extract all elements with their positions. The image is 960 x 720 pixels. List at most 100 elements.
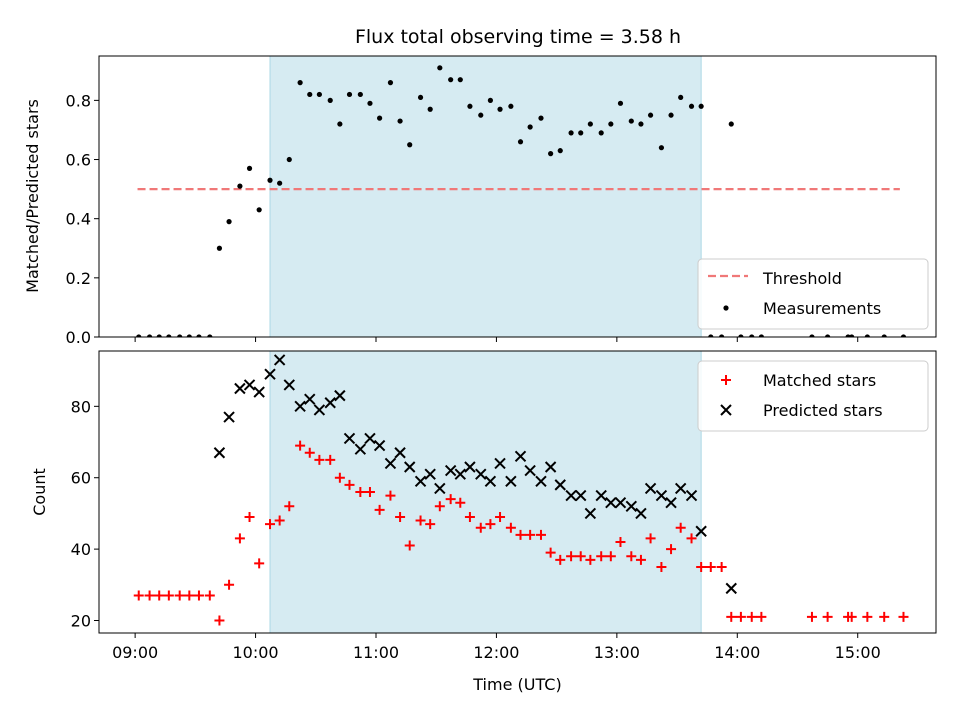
- y-tick-label: 20: [71, 612, 91, 631]
- measurement-point: [628, 118, 634, 124]
- matched-star-point: [434, 501, 445, 512]
- x-tick-label: 12:00: [473, 643, 519, 662]
- predicted-star-point: [354, 443, 367, 455]
- predicted-star-point: [494, 457, 506, 470]
- predicted-star-point: [234, 382, 246, 395]
- y-tick-label: 0.0: [66, 328, 91, 347]
- matched-star-point: [244, 511, 255, 522]
- measurement-point: [568, 130, 574, 136]
- matched-star-point: [626, 551, 637, 562]
- measurement-point: [256, 207, 262, 213]
- matched-star-point: [144, 590, 155, 601]
- measurement-point: [207, 334, 213, 337]
- measurement-point: [397, 118, 403, 124]
- predicted-star-point: [614, 497, 627, 509]
- matched-star-point: [455, 497, 466, 508]
- matched-star-point: [696, 561, 707, 572]
- matched-star-point: [515, 529, 526, 540]
- measurement-point: [237, 183, 243, 189]
- measurement-point: [587, 121, 593, 127]
- measurement-point: [196, 334, 202, 337]
- measurement-point: [457, 77, 463, 83]
- matched-star-point: [425, 519, 436, 530]
- matched-star-point: [234, 533, 245, 544]
- matched-star-point: [555, 554, 566, 565]
- measurement-point: [387, 80, 394, 86]
- x-axis-label: Time (UTC): [472, 675, 561, 694]
- measurement-point: [327, 97, 333, 103]
- matched-star-point: [756, 611, 767, 622]
- matched-star-point: [566, 551, 577, 562]
- matched-star-point: [475, 522, 486, 533]
- matched-star-point: [154, 590, 165, 601]
- measurement-point: [467, 103, 473, 109]
- matched-star-point: [404, 540, 415, 551]
- matched-star-point: [254, 558, 265, 569]
- matched-star-point: [184, 590, 195, 601]
- matched-star-point: [746, 611, 757, 622]
- measurement-point: [437, 65, 443, 71]
- measurement-point: [478, 112, 484, 118]
- legend-predicted-swatch: [720, 404, 732, 416]
- predicted-star-point: [424, 468, 436, 480]
- matched-star-point: [284, 501, 295, 512]
- measurement-point: [367, 100, 373, 106]
- measurement-point: [825, 334, 831, 337]
- matched-star-point: [193, 590, 204, 601]
- y-tick-label: 80: [71, 397, 91, 416]
- matched-star-point: [364, 487, 375, 497]
- chart-title: Flux total observing time = 3.58 h: [355, 26, 681, 48]
- predicted-star-point: [544, 461, 557, 473]
- predicted-star-point: [625, 500, 638, 512]
- matched-star-point: [535, 529, 546, 540]
- predicted-star-point: [635, 507, 647, 520]
- legend-box: [697, 258, 929, 330]
- measurement-point: [608, 121, 614, 127]
- x-tick-label: 14:00: [714, 643, 760, 662]
- measurement-point: [357, 91, 363, 98]
- legend-matched-swatch: [721, 375, 731, 385]
- matched-star-point: [344, 479, 355, 490]
- measurement-point: [377, 115, 383, 121]
- legend-entry-label: Matched stars: [763, 371, 876, 390]
- measurement-point: [427, 106, 433, 112]
- y-axis-label: Matched/Predicted stars: [23, 99, 42, 293]
- predicted-star-point: [364, 432, 376, 445]
- measurement-point: [517, 139, 524, 145]
- measurement-point: [758, 334, 764, 337]
- measurement-point: [527, 124, 533, 130]
- measurement-point: [448, 77, 454, 83]
- y-tick-label: 0.4: [66, 210, 91, 229]
- y-tick-label: 40: [71, 540, 91, 559]
- measurement-point: [668, 112, 674, 118]
- measurement-point: [186, 334, 192, 337]
- matched-star-point: [575, 551, 586, 562]
- plot-area: [133, 354, 909, 626]
- predicted-star-point: [313, 404, 326, 416]
- measurement-point: [497, 106, 503, 112]
- matched-star-point: [898, 611, 909, 622]
- matched-star-point: [862, 611, 873, 622]
- predicted-star-point: [294, 400, 306, 413]
- predicted-star-point: [283, 379, 295, 391]
- matched-star-point: [174, 590, 185, 601]
- matched-star-point: [163, 590, 174, 601]
- predicted-star-point: [565, 489, 577, 502]
- measurement-point: [226, 219, 232, 225]
- predicted-star-point: [644, 482, 657, 495]
- matched-star-point: [666, 544, 677, 555]
- measurement-point: [297, 80, 303, 86]
- predicted-star-point: [665, 497, 677, 509]
- matched-star-point: [495, 511, 506, 522]
- x-tick-label: 10:00: [233, 643, 279, 662]
- measurement-point: [146, 334, 153, 337]
- legend-entry-label: Threshold: [762, 269, 842, 288]
- matched-star-point: [735, 611, 746, 622]
- matched-star-point: [214, 615, 225, 626]
- matched-star-point: [505, 522, 516, 533]
- y-tick-label: 0.6: [66, 151, 91, 170]
- legend: Matched stars Predicted stars: [697, 360, 929, 432]
- matched-star-point: [334, 472, 345, 483]
- measurement-point: [557, 148, 563, 154]
- matched-star-point: [635, 554, 646, 565]
